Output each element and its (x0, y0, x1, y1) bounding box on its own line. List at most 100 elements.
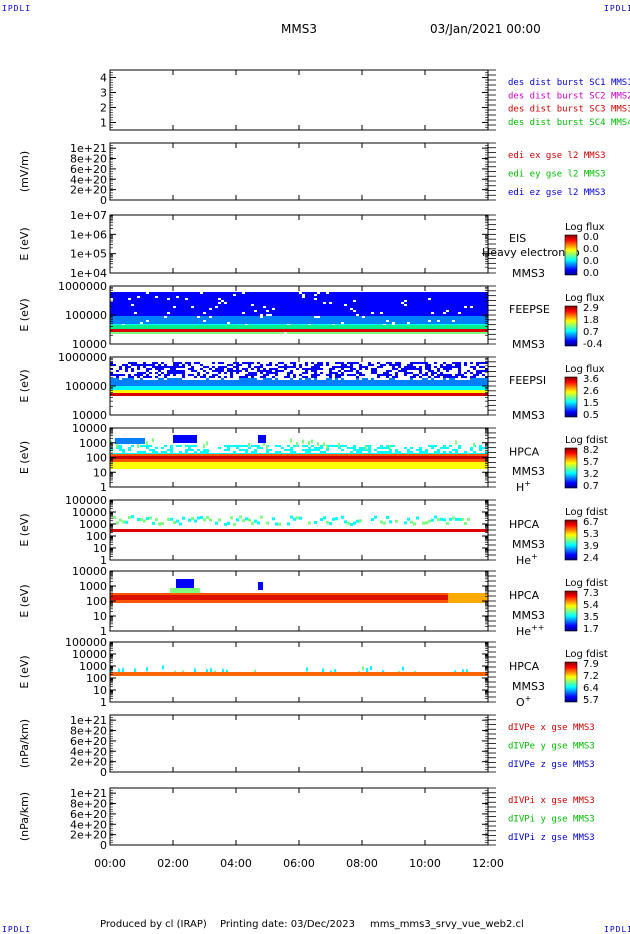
ytick-label-p2-3: 6e+20 (70, 163, 107, 176)
colorbar-tick-p4-0: 2.9 (583, 303, 599, 314)
instrument-label-p4: FEEPSE (509, 303, 550, 316)
legend-p1-3: des dist burst SC4 MMS4 (508, 118, 630, 128)
corner-mark-top-right: IPDLI (604, 4, 630, 13)
ytick-label-p4-1: 100000 (65, 309, 107, 322)
colorbar-tick-p6-3: 0.7 (583, 481, 599, 492)
spacecraft-label-p5: MMS3 (512, 409, 545, 422)
colorbar-tick-p6-2: 3.2 (583, 469, 599, 480)
colorbar-tick-p3-0: 0.0 (583, 232, 599, 243)
ytick-label-p11-5: 1e+21 (70, 787, 107, 800)
ytick-label-p3-1: 1e+05 (70, 248, 107, 261)
ytick-label-p8-0: 1 (100, 625, 107, 638)
legend-p10-0: dIVPe x gse MMS3 (508, 723, 595, 733)
ytick-label-p10-2: 4e+20 (70, 745, 107, 758)
legend-p11-2: dIVPi z gse MMS3 (508, 833, 595, 843)
ytick-label-p10-3: 6e+20 (70, 735, 107, 748)
spacecraft-label-p9: MMS3 (512, 680, 545, 693)
ytick-label-p8-2: 100 (86, 595, 107, 608)
heatmap-p8 (110, 579, 488, 603)
colorbar-tick-p8-3: 1.7 (583, 624, 599, 635)
colorbar-tick-p6-0: 8.2 (583, 445, 599, 456)
species-charge-p6: + (524, 479, 531, 488)
legend-p11-0: dIVPi x gse MMS3 (508, 796, 595, 806)
spacecraft-label-p8: MMS3 (512, 609, 545, 622)
ytick-label-p3-0: 1e+04 (70, 267, 107, 280)
xtick-label-1: 02:00 (157, 857, 189, 870)
instrument-label-p6: HPCA (509, 446, 540, 459)
hpca-hepp-late (448, 593, 488, 603)
ytick-label-p3-2: 1e+06 (70, 228, 107, 241)
ytick-label-p5-2: 1000000 (58, 351, 107, 364)
species-charge-p7: + (531, 552, 538, 561)
colorbar-title-p3: Log flux (565, 222, 605, 233)
xtick-label-2: 04:00 (220, 857, 252, 870)
colorbar-tick-p3-1: 0.0 (583, 244, 599, 255)
ytick-label-p11-0: 0 (100, 839, 107, 852)
ytick-label-p2-2: 4e+20 (70, 173, 107, 186)
ylabel-p2: (mV/m) (18, 151, 31, 192)
feepse-red-band (110, 329, 488, 332)
ytick-label-p4-0: 10000 (72, 338, 107, 351)
colorbar-tick-p4-1: 1.8 (583, 315, 599, 326)
xtick-label-4: 08:00 (346, 857, 378, 870)
legend-p2-1: edi ey gse l2 MMS3 (508, 170, 606, 180)
ytick-label-p6-2: 100 (86, 452, 107, 465)
ytick-label-p11-1: 2e+20 (70, 829, 107, 842)
colorbar-p7 (564, 519, 578, 561)
legend-p11-1: dIVPi y gse MMS3 (508, 815, 595, 825)
heatmap-p7 (110, 515, 488, 532)
ylabel-p3: E (eV) (18, 227, 31, 260)
hpca-h-burst-2 (258, 435, 266, 443)
ylabel-p5: E (eV) (18, 369, 31, 402)
ylabel-p8: E (eV) (18, 584, 31, 617)
colorbar-tick-p5-2: 1.5 (583, 398, 599, 409)
colorbar-title-p7: Log fdist (565, 507, 608, 518)
colorbar-title-p6: Log fdist (565, 435, 608, 446)
colorbar-tick-p4-3: -0.4 (583, 339, 603, 350)
colorbar-tick-p9-0: 7.9 (583, 659, 599, 670)
species-label-p9: O+ (516, 694, 531, 709)
heatmap-p4 (110, 292, 488, 334)
colorbar-tick-p9-2: 6.4 (583, 683, 599, 694)
extra-label-p3: Heavy electron to (482, 246, 580, 259)
ylabel-p7: E (eV) (18, 513, 31, 546)
ytick-label-p7-2: 100 (86, 530, 107, 543)
ytick-label-p9-5: 100000 (65, 636, 107, 649)
ytick-label-p2-1: 2e+20 (70, 184, 107, 197)
legend-p10-1: dIVPe y gse MMS3 (508, 742, 595, 752)
colorbar-tick-p6-1: 5.7 (583, 457, 599, 468)
instrument-label-p8: HPCA (509, 589, 540, 602)
frame-p3 (109, 214, 489, 274)
xtick-label-6: 12:00 (472, 857, 504, 870)
footer-filename: mms_mms3_srvy_vue_web2.cl (370, 919, 524, 930)
colorbar-tick-p8-0: 7.3 (583, 588, 599, 599)
heatmap-p6 (110, 435, 488, 469)
heatmap-p9 (110, 665, 488, 676)
ytick-label-p8-3: 1000 (79, 580, 107, 593)
ytick-label-p7-5: 100000 (65, 494, 107, 507)
colorbar-tick-p5-0: 3.6 (583, 374, 599, 385)
instrument-label-p9: HPCA (509, 660, 540, 673)
xtick-label-0: 00:00 (94, 857, 126, 870)
frame-p2 (109, 142, 489, 201)
xtick-label-5: 10:00 (409, 857, 441, 870)
ytick-label-p10-5: 1e+21 (70, 714, 107, 727)
mission-title: MMS3 (281, 22, 317, 36)
ytick-label-p2-5: 1e+21 (70, 142, 107, 155)
ytick-label-p6-3: 1000 (79, 437, 107, 450)
heatmap-p5 (110, 362, 488, 396)
colorbar-tick-p7-1: 5.3 (583, 529, 599, 540)
ytick-label-p6-1: 10 (93, 466, 107, 479)
feepse-green-band (110, 325, 488, 329)
spacecraft-label-p7: MMS3 (512, 538, 545, 551)
ytick-label-p5-1: 100000 (65, 380, 107, 393)
ytick-label-p4-2: 1000000 (58, 280, 107, 293)
